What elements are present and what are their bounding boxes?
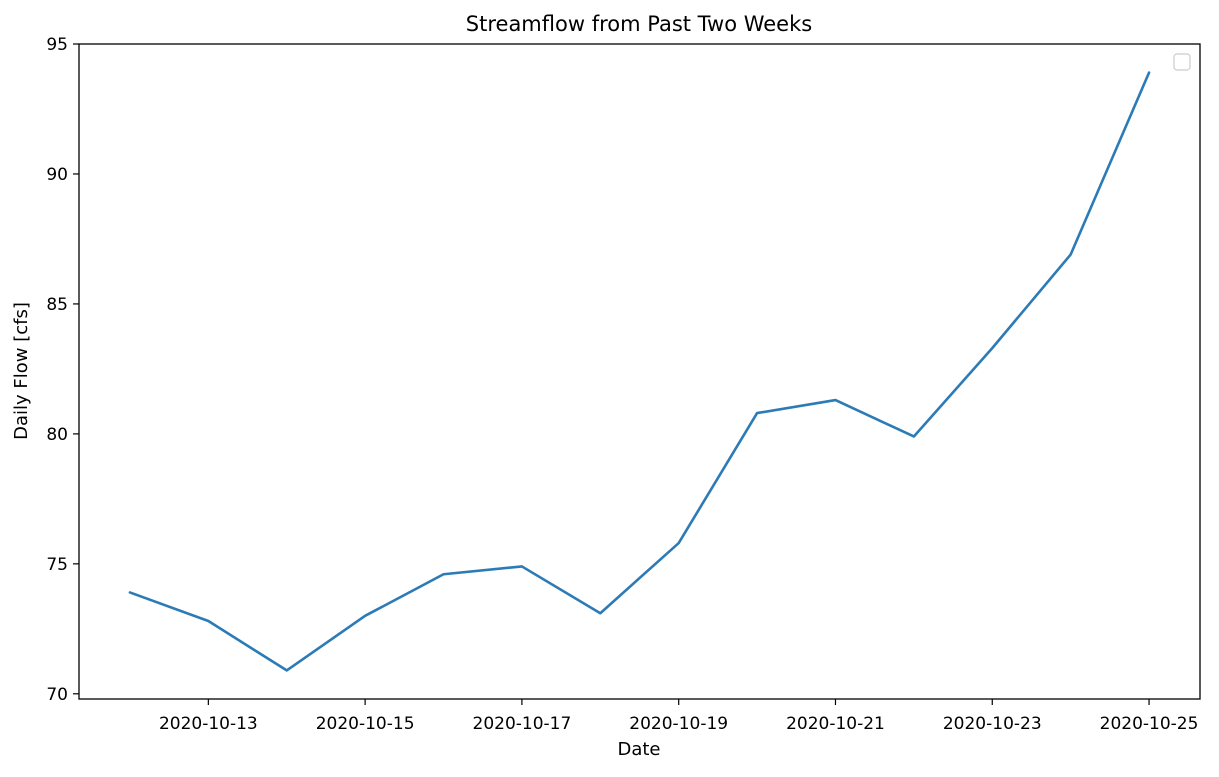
x-tick-label: 2020-10-23: [943, 714, 1042, 734]
y-tick-label: 85: [46, 295, 68, 315]
x-axis: 2020-10-13 2020-10-15 2020-10-17 2020-10-19…: [159, 699, 1198, 734]
y-tick-label: 80: [46, 425, 68, 445]
chart-title: Streamflow from Past Two Weeks: [466, 12, 812, 36]
y-tick-label: 95: [46, 35, 68, 55]
y-tick-label: 90: [46, 165, 68, 185]
x-tick-label: 2020-10-15: [316, 714, 415, 734]
series-line: [128, 71, 1151, 672]
y-tick-label: 75: [46, 555, 68, 575]
y-axis: 70 75 80 85 90 95: [46, 35, 79, 705]
plot-frame: [78, 43, 1201, 700]
x-tick-label: 2020-10-17: [473, 714, 572, 734]
y-axis-title: Daily Flow [cfs]: [11, 302, 32, 440]
x-tick-label: 2020-10-19: [629, 714, 728, 734]
x-axis-title: Date: [617, 739, 660, 760]
legend-box: [1173, 53, 1191, 71]
series-group: [128, 71, 1151, 672]
x-tick-label: 2020-10-25: [1100, 714, 1199, 734]
x-tick-label: 2020-10-13: [159, 714, 258, 734]
y-tick-label: 70: [46, 685, 68, 705]
x-tick-label: 2020-10-21: [786, 714, 885, 734]
